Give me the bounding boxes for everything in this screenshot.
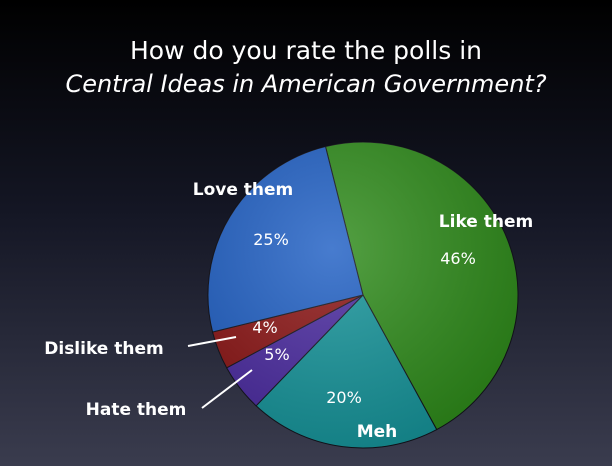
slice-label-dislike-them: Dislike them xyxy=(44,339,163,359)
leader-line-hate-them xyxy=(201,369,253,409)
slice-percent-hate-them: 5% xyxy=(264,345,289,364)
pie-labels: Like them 46% Meh 20% Hate them 5% Dislike the… xyxy=(44,180,533,442)
chart-title-line2: Central Ideas in American Government? xyxy=(65,70,547,98)
slice-percent-meh: 20% xyxy=(326,388,362,407)
slice-label-hate-them: Hate them xyxy=(86,400,187,420)
slice-label-love-them: Love them xyxy=(193,180,294,200)
chart-title-line1: How do you rate the polls in xyxy=(129,36,482,65)
slice-percent-like-them: 46% xyxy=(440,249,476,268)
slice-label-meh: Meh xyxy=(357,422,398,442)
slice-percent-dislike-them: 4% xyxy=(252,318,277,337)
slice-percent-love-them: 25% xyxy=(253,230,289,249)
leader-line-dislike-them xyxy=(187,336,237,347)
slice-label-like-them: Like them xyxy=(439,212,533,232)
